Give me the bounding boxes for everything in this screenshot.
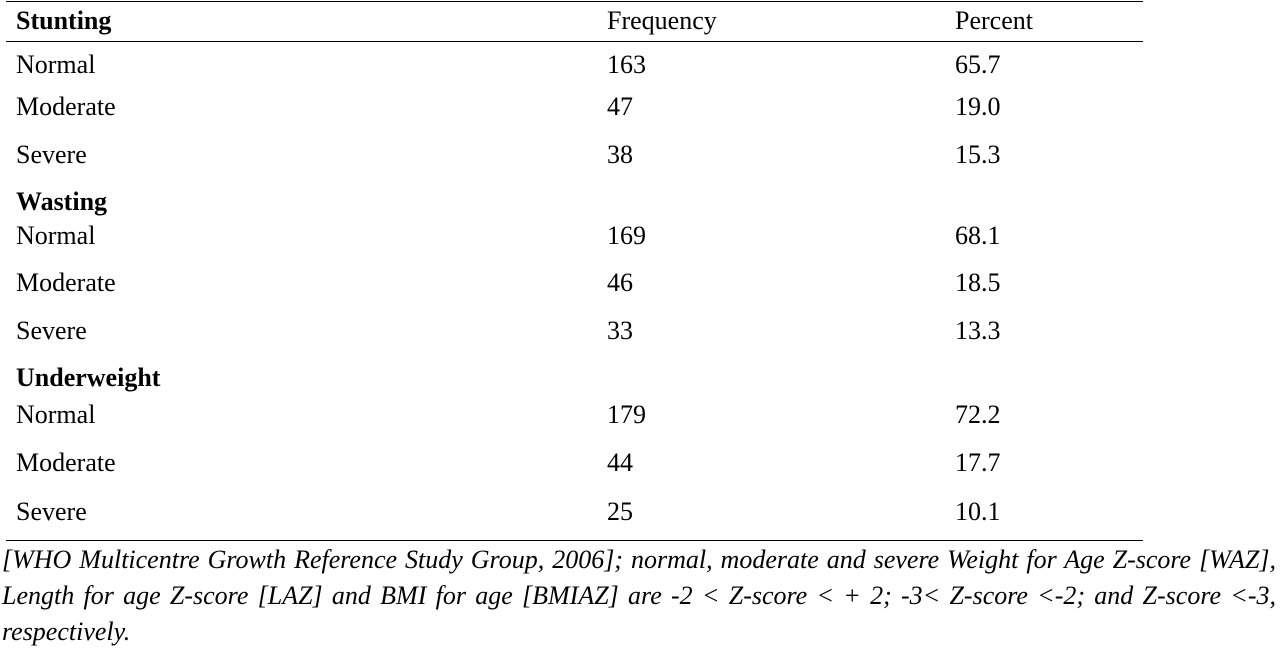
row-label: Normal [16,50,96,79]
row-frequency: 163 [607,50,646,79]
table-row: Normal 169 68.1 [6,219,1143,253]
row-label: Moderate [16,92,116,121]
table-row: Normal 163 65.7 [6,48,1143,82]
section-title-wasting: Wasting [16,187,108,216]
row-label: Moderate [16,268,116,297]
row-frequency: 179 [607,400,646,429]
header-percent: Percent [955,6,1033,35]
row-percent: 13.3 [955,316,1001,345]
table-row: Severe 33 13.3 [6,314,1143,348]
row-frequency: 25 [607,497,633,526]
row-frequency: 44 [607,448,633,477]
table-row: Moderate 47 19.0 [6,90,1143,124]
table-row: Moderate 46 18.5 [6,266,1143,300]
table-row: Severe 38 15.3 [6,138,1143,172]
row-percent: 19.0 [955,92,1001,121]
row-label: Moderate [16,448,116,477]
section-title-underweight: Underweight [16,363,161,392]
row-percent: 10.1 [955,497,1001,526]
row-percent: 18.5 [955,268,1001,297]
row-label: Normal [16,400,96,429]
row-frequency: 38 [607,140,633,169]
row-frequency: 169 [607,221,646,250]
row-frequency: 33 [607,316,633,345]
table-header-rule [6,41,1143,42]
table-row: Severe 25 10.1 [6,495,1143,529]
header-frequency: Frequency [607,6,717,35]
row-percent: 68.1 [955,221,1001,250]
row-label: Severe [16,497,87,526]
row-percent: 65.7 [955,50,1001,79]
row-label: Severe [16,316,87,345]
section-heading-row: Underweight [6,361,1143,395]
row-percent: 72.2 [955,400,1001,429]
row-percent: 15.3 [955,140,1001,169]
section-heading-row: Wasting [6,185,1143,219]
row-percent: 17.7 [955,448,1001,477]
table-header-row: Stunting Frequency Percent [6,4,1143,38]
table-top-rule [6,1,1143,2]
table-row: Moderate 44 17.7 [6,446,1143,480]
table-footnote: [WHO Multicentre Growth Reference Study … [2,545,1276,646]
header-stunting: Stunting [16,6,112,35]
row-label: Severe [16,140,87,169]
row-frequency: 46 [607,268,633,297]
row-label: Normal [16,221,96,250]
table-row: Normal 179 72.2 [6,398,1143,432]
table-bottom-rule [6,540,1143,541]
row-frequency: 47 [607,92,633,121]
